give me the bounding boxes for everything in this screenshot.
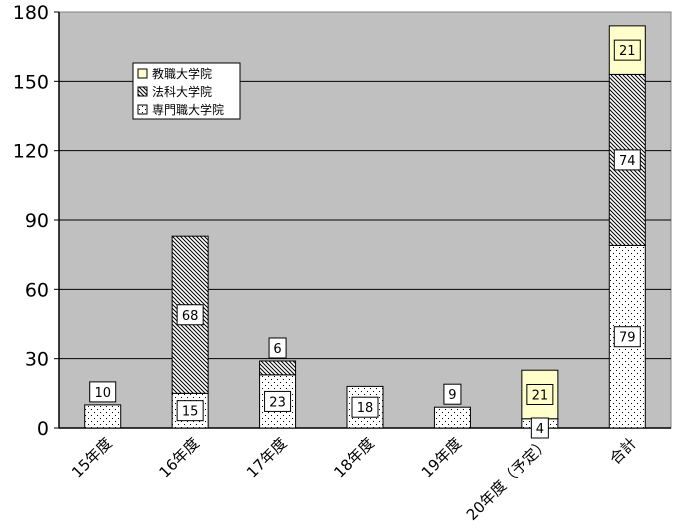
y-axis-ticks: 0 30 60 90 120 150 180: [13, 2, 671, 440]
data-label: 21: [532, 388, 549, 403]
bar-segment: [84, 404, 122, 429]
y-tick-label: 60: [25, 279, 49, 301]
data-label-box: [526, 383, 554, 405]
bar-segment: [433, 406, 471, 429]
data-label-box: [530, 417, 549, 439]
data-label-box: [176, 400, 204, 422]
data-label: 9: [448, 388, 456, 403]
data-label-box: [89, 381, 117, 403]
legend-swatch: [137, 68, 148, 79]
x-tick-label: 19年度: [418, 434, 465, 481]
data-label-box: [613, 39, 641, 61]
data-label: 6: [273, 342, 281, 357]
x-tick-label: 合計: [606, 434, 640, 468]
legend-swatch: [137, 104, 148, 115]
data-label: 15: [182, 405, 199, 420]
x-tick-label: 20年度（予定）: [463, 434, 553, 524]
legend-swatch: [137, 86, 148, 97]
data-label-box: [613, 149, 641, 171]
data-label: 68: [182, 309, 199, 324]
x-tick-label: 17年度: [243, 434, 290, 481]
y-tick-label: 30: [25, 349, 49, 371]
legend-label: 法科大学院: [152, 84, 212, 99]
data-label-box: [176, 304, 204, 326]
data-label-box: [264, 390, 292, 412]
data-label-box: [443, 383, 462, 405]
y-tick-label: 120: [13, 141, 49, 163]
data-label: 74: [619, 154, 636, 169]
x-tick-label: 18年度: [330, 434, 377, 481]
data-label: 10: [94, 386, 111, 401]
legend-label: 専門職大学院: [152, 102, 224, 117]
data-label: 79: [619, 331, 636, 346]
data-label: 18: [357, 401, 374, 416]
y-tick-label: 90: [25, 210, 49, 232]
legend-label: 教職大学院: [152, 66, 212, 81]
x-tick-label: 15年度: [68, 434, 115, 481]
data-label-box: [613, 326, 641, 348]
x-tick-label: 16年度: [156, 434, 203, 481]
legend-box: [132, 62, 241, 120]
bar-segment: [259, 360, 297, 376]
data-label-box: [268, 337, 287, 359]
data-label: 21: [619, 44, 636, 59]
y-tick-label: 0: [37, 418, 49, 440]
data-labels: 10 15 68 23 6 18 9 4 21 79 74 21: [89, 39, 641, 439]
y-tick-label: 150: [13, 71, 49, 93]
y-tick-label: 180: [13, 2, 49, 24]
data-label: 4: [536, 422, 544, 437]
data-label-box: [351, 396, 379, 418]
data-label: 23: [269, 395, 286, 410]
